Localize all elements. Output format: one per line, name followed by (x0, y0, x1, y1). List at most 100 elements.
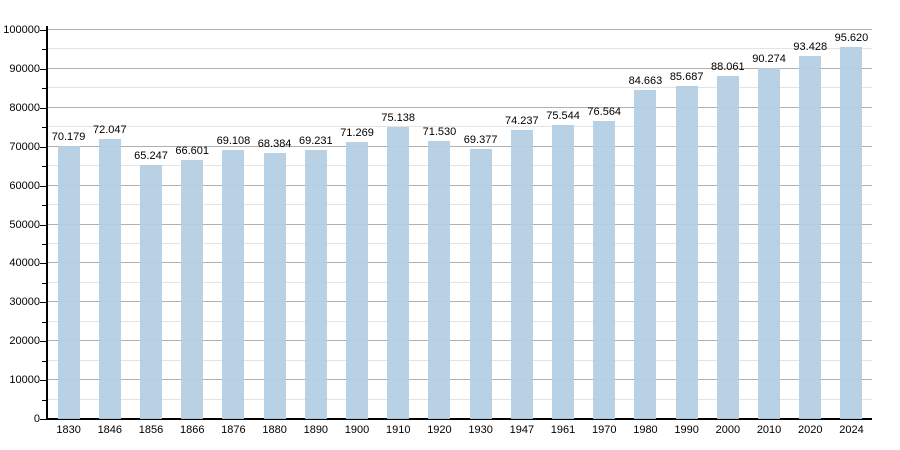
y-tick-80000 (40, 107, 46, 109)
y-tick-10000 (40, 380, 46, 382)
x-axis-labels: 1830 1846 1856 1866 1876 1880 1890 1900 1910 1920… (48, 424, 872, 437)
y-tick-20000 (40, 341, 46, 343)
value-label-2020: 93.428 (793, 40, 828, 53)
major-gridline-80000 (48, 106, 872, 108)
value-label-1830: 70.179 (51, 131, 86, 144)
x-axis-label-1920: 1920 (427, 424, 452, 436)
y-tick-15000 (42, 360, 46, 362)
x-axis-label-1866: 1866 (179, 424, 205, 436)
value-label-1961: 75.544 (546, 110, 580, 123)
y-axis-line (46, 26, 48, 419)
bar-slot-2024: 95.620 (831, 30, 872, 419)
bar-slot-1920: 71.530 (419, 30, 460, 419)
y-axis-label-0: 0 (33, 413, 40, 425)
bar-slot-1846: 72.047 (89, 30, 130, 419)
bar-1866 (181, 159, 204, 419)
bar-slot-1830: 70.179 (48, 30, 89, 419)
y-axis-label-90000: 90000 (9, 62, 40, 75)
minor-gridline-35000 (48, 281, 872, 283)
y-tick-50000 (40, 224, 46, 226)
bar-1961 (552, 125, 575, 419)
y-axis-label-20000: 20000 (9, 335, 40, 348)
minor-gridline-5000 (48, 398, 872, 400)
y-tick-45000 (42, 243, 46, 245)
x-axis-label-1890: 1890 (303, 424, 329, 436)
bar-slot-1970: 76.564 (584, 30, 625, 419)
y-tick-100000 (40, 30, 46, 31)
value-label-1980: 84.663 (628, 74, 663, 87)
bar-slot-2010: 90.274 (748, 30, 789, 419)
bar-slot-1947: 74.237 (501, 30, 542, 419)
minor-gridline-65000 (48, 165, 872, 167)
y-tick-0 (40, 419, 46, 420)
major-gridline-20000 (48, 340, 872, 342)
bar-slot-1856: 65.247 (130, 30, 171, 419)
y-axis-label-10000: 10000 (9, 374, 40, 387)
y-tick-85000 (42, 88, 46, 90)
bar-1980 (634, 89, 657, 419)
y-axis-label-60000: 60000 (9, 179, 40, 192)
bar-1970 (593, 121, 616, 419)
x-axis-label-1980: 1980 (633, 424, 658, 436)
bar-2010 (758, 67, 781, 419)
x-axis-label-2000: 2000 (715, 424, 741, 436)
bar-1890 (304, 149, 327, 419)
y-axis-label-70000: 70000 (9, 140, 40, 153)
minor-gridline-85000 (48, 87, 872, 89)
x-axis-label-2020: 2020 (798, 424, 823, 436)
y-axis-label-50000: 50000 (9, 218, 40, 231)
minor-gridline-15000 (48, 359, 872, 361)
bar-2020 (799, 55, 822, 419)
bar-1880 (263, 153, 286, 419)
y-tick-40000 (40, 263, 46, 265)
bar-1900 (346, 141, 369, 419)
bar-1830 (57, 146, 80, 419)
plot-area (48, 29, 872, 419)
value-label-2024: 95.620 (834, 32, 869, 45)
bar-slot-1980: 84.663 (625, 30, 666, 419)
x-axis-label-1900: 1900 (344, 424, 370, 436)
bar-1990 (675, 85, 698, 419)
value-label-1856: 65.247 (134, 150, 168, 163)
bar-slot-1930: 69.377 (460, 30, 501, 419)
y-axis-label-40000: 40000 (9, 257, 40, 270)
bar-slot-1900: 71.269 (336, 30, 377, 419)
bar-slot-1910: 75.138 (378, 30, 419, 419)
bar-1910 (387, 126, 410, 419)
bar-slot-1876: 69.108 (213, 30, 254, 419)
bar-slot-1880: 68.384 (254, 30, 295, 419)
major-gridline-30000 (48, 301, 872, 303)
minor-gridline-95000 (48, 48, 872, 50)
bar-2024 (840, 47, 863, 419)
x-axis-label-1856: 1856 (138, 424, 164, 436)
y-axis-label-100000: 100000 (3, 24, 40, 36)
y-tick-70000 (40, 146, 46, 148)
major-gridline-60000 (48, 184, 872, 186)
bar-slot-1866: 66.601 (172, 30, 213, 419)
y-tick-5000 (42, 399, 46, 401)
major-gridline-10000 (48, 379, 872, 381)
value-label-2010: 90.274 (752, 52, 786, 65)
x-axis-label-1970: 1970 (592, 424, 617, 436)
value-label-1880: 68.384 (257, 138, 292, 150)
bar-1947 (510, 130, 533, 419)
bars-container: 70.179 72.047 65.247 66.601 69.108 68.384 69.2… (48, 30, 872, 419)
x-axis-label-1876: 1876 (221, 424, 246, 436)
major-gridline-40000 (48, 262, 872, 264)
bar-1846 (98, 138, 121, 419)
bar-slot-1890: 69.231 (295, 30, 336, 419)
value-label-1947: 74.237 (505, 115, 539, 128)
value-label-1990: 85.687 (669, 70, 704, 83)
bar-1876 (222, 150, 245, 419)
y-tick-35000 (42, 282, 46, 284)
bar-1930 (469, 149, 492, 419)
minor-gridline-25000 (48, 320, 872, 322)
major-gridline-90000 (48, 67, 872, 69)
x-axis-label-1910: 1910 (385, 424, 411, 436)
y-axis-label-80000: 80000 (9, 101, 40, 114)
bar-1920 (428, 140, 451, 419)
major-gridline-70000 (48, 145, 872, 147)
x-axis-label-1990: 1990 (674, 424, 699, 436)
x-axis-label-2024: 2024 (839, 424, 864, 436)
y-tick-75000 (42, 127, 46, 129)
